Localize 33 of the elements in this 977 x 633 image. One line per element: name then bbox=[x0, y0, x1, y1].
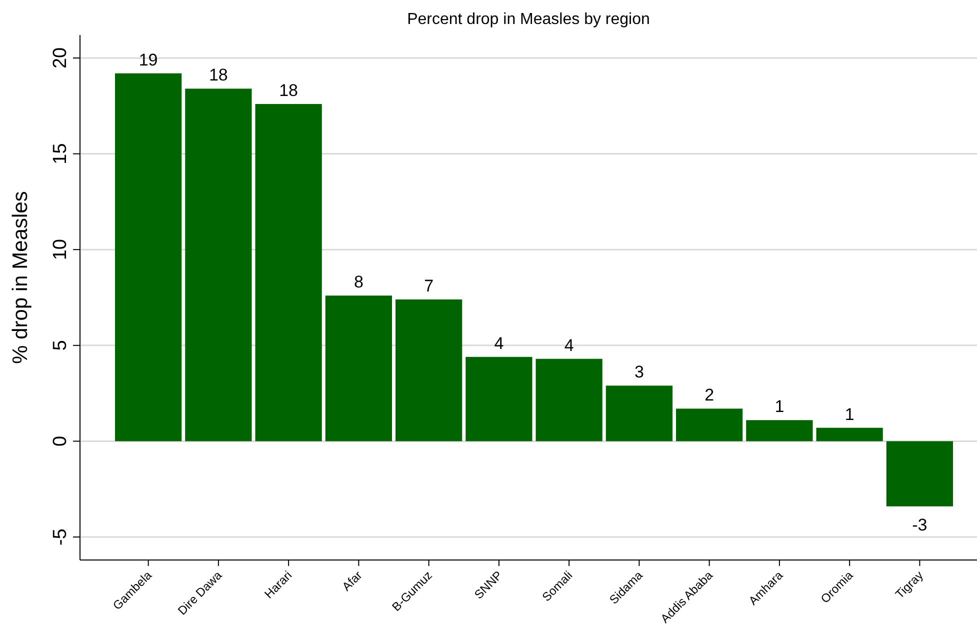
data-label: 1 bbox=[844, 404, 854, 424]
data-label: 18 bbox=[208, 66, 228, 85]
bar bbox=[185, 88, 252, 442]
y-tick-label: 20 bbox=[50, 47, 71, 69]
data-label: 1 bbox=[774, 397, 784, 416]
y-tick-label: 15 bbox=[50, 143, 71, 164]
bar bbox=[536, 358, 602, 442]
y-tick-label: 0 bbox=[50, 436, 71, 446]
bar bbox=[746, 420, 813, 442]
y-tick-label: 10 bbox=[50, 239, 71, 260]
y-axis-title: % drop in Measles bbox=[9, 191, 32, 364]
bar bbox=[396, 299, 462, 442]
chart-title: Percent drop in Measles by region bbox=[407, 11, 650, 28]
data-label: 8 bbox=[354, 272, 364, 292]
bar bbox=[325, 296, 392, 442]
bar bbox=[466, 356, 532, 442]
bar bbox=[676, 408, 743, 442]
bar bbox=[115, 73, 182, 442]
data-label: 2 bbox=[704, 386, 714, 405]
x-tick-label: Afar bbox=[339, 568, 365, 594]
data-label: -3 bbox=[912, 515, 928, 534]
data-label: 3 bbox=[634, 362, 644, 382]
data-label: 4 bbox=[494, 334, 504, 353]
bar bbox=[606, 386, 672, 442]
bar bbox=[816, 428, 883, 442]
data-label: 18 bbox=[279, 80, 298, 100]
data-label: 7 bbox=[424, 276, 434, 296]
data-label: 19 bbox=[138, 50, 158, 70]
y-tick-label: 5 bbox=[50, 340, 71, 351]
bar bbox=[886, 441, 953, 506]
y-tick-label: -5 bbox=[50, 528, 71, 546]
data-label: 4 bbox=[564, 336, 574, 355]
bar bbox=[255, 104, 322, 442]
